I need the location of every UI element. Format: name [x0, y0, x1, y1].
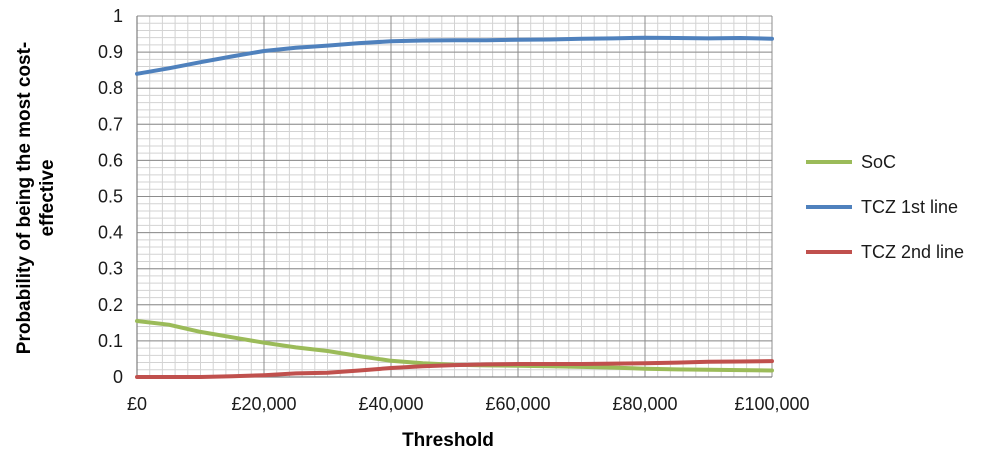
legend-label: TCZ 1st line [861, 197, 958, 217]
y-tick-label: 0.1 [98, 331, 123, 351]
y-tick-label: 0.9 [98, 42, 123, 62]
legend-label: SoC [861, 152, 896, 172]
y-tick-label: 1 [113, 6, 123, 26]
y-tick-label: 0 [113, 367, 123, 387]
y-tick-label: 0.8 [98, 78, 123, 98]
x-tick-label: £100,000 [734, 394, 809, 414]
series-line-tcz-2nd-line [135, 359, 774, 379]
y-tick-label: 0.7 [98, 114, 123, 134]
y-tick-label: 0.2 [98, 295, 123, 315]
x-tick-label: £0 [127, 394, 147, 414]
legend-label: TCZ 2nd line [861, 242, 964, 262]
y-axis-title-line-2: effective [37, 159, 58, 236]
y-tick-label: 0.4 [98, 223, 123, 243]
y-axis-title: Probability of being the most cost- effe… [14, 42, 58, 354]
y-tick-label: 0.6 [98, 150, 123, 170]
x-tick-label: £20,000 [231, 394, 296, 414]
y-tick-label: 0.5 [98, 187, 123, 207]
x-tick-label: £40,000 [358, 394, 423, 414]
y-tick-label: 0.3 [98, 259, 123, 279]
legend: SoC TCZ 1st line TCZ 2nd line [806, 152, 964, 262]
y-axis-title-line-1: Probability of being the most cost- [14, 42, 35, 354]
x-axis-title: Threshold [402, 430, 494, 450]
legend-item-tcz-2nd-line: TCZ 2nd line [806, 242, 964, 262]
y-tick-labels: 0 0.1 0.2 0.3 0.4 0.5 0.6 0.7 0.8 0.9 1 [98, 6, 123, 387]
series-line-tcz-1st-line [135, 35, 774, 76]
legend-item-soc: SoC [806, 152, 896, 172]
x-tick-label: £80,000 [612, 394, 677, 414]
x-tick-label: £60,000 [485, 394, 550, 414]
x-tick-labels: £0 £20,000 £40,000 £60,000 £80,000 £100,000 [127, 394, 810, 414]
series-lines [135, 35, 774, 379]
legend-item-tcz-1st-line: TCZ 1st line [806, 197, 958, 217]
